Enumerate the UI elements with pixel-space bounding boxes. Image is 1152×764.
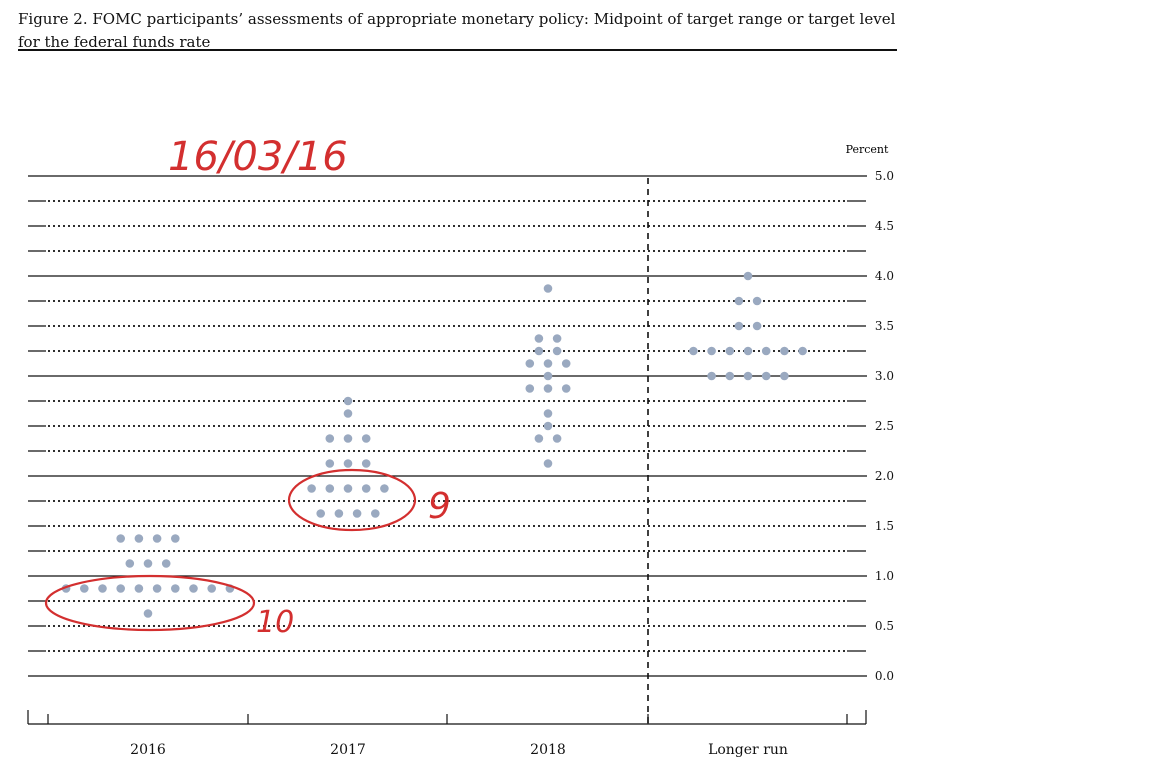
participant-dot: [552, 334, 562, 343]
y-tick-label: 5.0: [875, 169, 894, 183]
handwritten-annotations: 16/03/16 9 10: [44, 134, 451, 640]
participant-dot: [116, 584, 125, 593]
participant-dot: [761, 371, 771, 381]
y-tick-label: 1.5: [875, 519, 894, 533]
participant-dot: [325, 459, 335, 468]
y-tick-label: 2.0: [875, 469, 894, 483]
x-tick-label: 2017: [330, 742, 366, 758]
dots: [61, 271, 807, 618]
participant-dot: [352, 509, 362, 518]
participant-dot: [780, 346, 789, 356]
participant-dot: [343, 409, 353, 418]
participant-dot: [171, 534, 180, 543]
participant-dot: [743, 371, 753, 381]
participant-dot: [143, 609, 153, 618]
participant-dot: [152, 534, 162, 543]
participant-dot: [725, 346, 735, 356]
participant-dot: [525, 384, 535, 393]
participant-dot: [134, 534, 144, 543]
participant-dot: [152, 584, 162, 593]
y-tick-label: 1.0: [875, 569, 894, 583]
participant-dot: [561, 359, 571, 368]
y-tick-label: 3.5: [875, 319, 894, 333]
participant-dot: [134, 584, 144, 593]
y-tick-label: 0.0: [875, 669, 894, 683]
participant-dot: [798, 346, 807, 356]
participant-dot: [761, 346, 771, 356]
participant-dot: [707, 371, 716, 381]
x-tick-label: Longer run: [708, 742, 788, 758]
y-tick-label: 3.0: [875, 369, 894, 383]
handwritten-count-2017: 9: [428, 486, 451, 527]
participant-dot: [561, 384, 571, 393]
participant-dot: [98, 584, 107, 593]
participant-dot: [361, 484, 371, 493]
participant-dot: [543, 384, 553, 393]
participant-dot: [752, 321, 762, 331]
participant-dot: [361, 459, 371, 468]
participant-dot: [525, 359, 535, 368]
participant-dot: [734, 296, 744, 306]
participant-dot: [116, 534, 125, 543]
circle-2017: [287, 468, 417, 532]
participant-dot: [734, 321, 744, 331]
participant-dot: [371, 509, 380, 518]
handwritten-date: 16/03/16: [168, 134, 348, 180]
participant-dot: [543, 284, 553, 293]
participant-dot: [743, 271, 753, 281]
participant-dot: [361, 434, 371, 443]
participant-dot: [534, 334, 544, 343]
participant-dot: [325, 434, 335, 443]
participant-dot: [543, 459, 553, 468]
participant-dot: [725, 371, 735, 381]
y-tick-label: 0.5: [875, 619, 894, 633]
participant-dot: [343, 396, 353, 406]
y-tick-label: 4.0: [875, 269, 894, 283]
participant-dot: [780, 371, 789, 381]
participant-dot: [343, 434, 353, 443]
participant-dot: [743, 346, 753, 356]
participant-dot: [343, 484, 353, 493]
participant-dot: [534, 346, 544, 356]
participant-dot: [552, 434, 562, 443]
participant-dot: [689, 346, 698, 356]
participant-dot: [380, 484, 389, 493]
participant-dot: [125, 559, 135, 568]
handwritten-count-2016: 10: [256, 605, 294, 640]
participant-dot: [543, 371, 553, 381]
participant-dot: [207, 584, 216, 593]
participant-dot: [334, 509, 344, 518]
participant-dot: [543, 359, 553, 368]
gridlines: 0.0 0.5 1.0 1.5 2.0 2.5 3.0 3.5 4.0 4.5 5.0: [28, 169, 894, 683]
participant-dot: [543, 421, 553, 431]
participant-dot: [325, 484, 335, 493]
participant-dot: [316, 509, 326, 518]
participant-dot: [80, 584, 89, 593]
figure-caption: Figure 2. FOMC participants’ assessments…: [18, 10, 896, 51]
x-axis: 2016 2017 2018 Longer run: [27, 710, 867, 758]
x-tick-label: 2016: [130, 742, 166, 758]
participant-dot: [161, 559, 171, 568]
y-tick-label: 4.5: [875, 219, 894, 233]
x-tick-label: 2018: [530, 742, 566, 758]
participant-dot: [543, 409, 553, 418]
participant-dot: [552, 346, 562, 356]
y-tick-label: 2.5: [875, 419, 894, 433]
participant-dot: [307, 484, 316, 493]
participant-dot: [189, 584, 198, 593]
circle-2016: [44, 574, 256, 632]
participant-dot: [707, 346, 716, 356]
participant-dot: [343, 459, 353, 468]
participant-dot: [752, 296, 762, 306]
unit-label: Percent: [846, 143, 889, 156]
participant-dot: [143, 559, 153, 568]
participant-dot: [534, 434, 544, 443]
participant-dot: [171, 584, 180, 593]
caption-divider: [18, 49, 897, 51]
